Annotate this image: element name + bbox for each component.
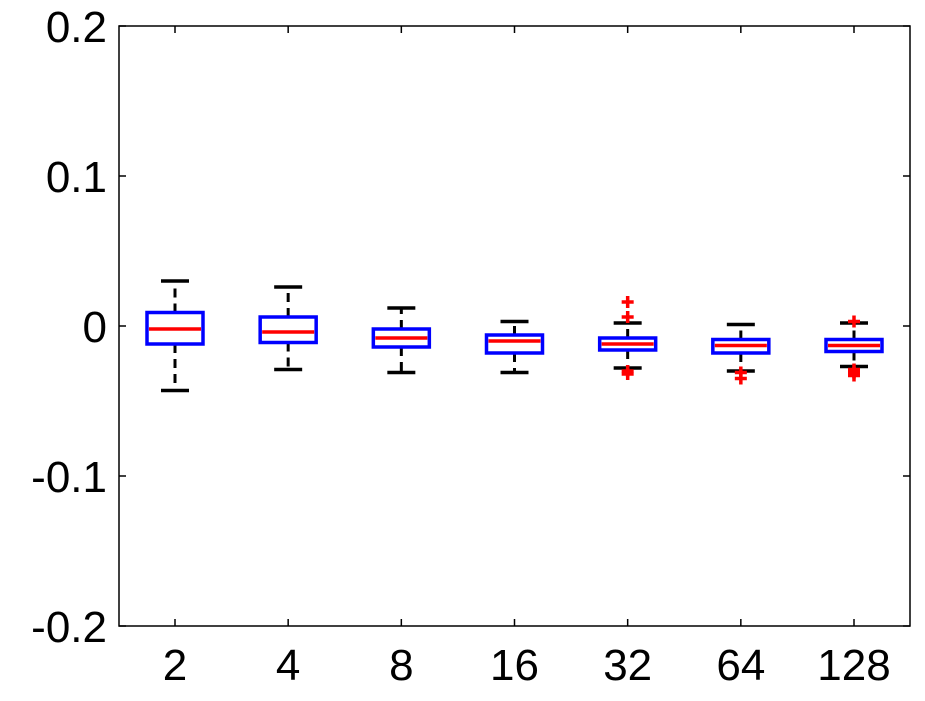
box-body <box>484 333 545 355</box>
x-tick-label: 32 <box>603 641 652 690</box>
box-128 <box>824 315 884 382</box>
y-axis: 0.2 0.1 0 -0.1 -0.2 <box>31 3 910 652</box>
box-series <box>145 279 884 393</box>
box-2 <box>145 279 205 393</box>
outlier-marker <box>621 368 634 380</box>
y-tick-label: 0 <box>83 303 107 352</box>
x-tick-label: 16 <box>490 641 539 690</box>
y-tick-label: -0.2 <box>31 603 107 652</box>
x-tick-label: 2 <box>163 641 187 690</box>
y-tick-label: 0.2 <box>46 3 107 52</box>
box-16 <box>484 319 545 375</box>
box-body <box>258 315 318 345</box>
box-32 <box>597 296 658 380</box>
outlier-marker <box>621 296 634 308</box>
y-tick-label: 0.1 <box>46 153 107 202</box>
box-8 <box>371 306 432 375</box>
outlier-marker <box>848 315 860 328</box>
outlier-marker <box>621 311 634 323</box>
box-4 <box>258 285 318 372</box>
x-tick-label: 128 <box>817 641 890 690</box>
x-tick-label: 4 <box>276 641 300 690</box>
y-tick-label: -0.1 <box>31 453 107 502</box>
outlier-marker <box>734 372 747 385</box>
x-tick-label: 64 <box>716 641 765 690</box>
x-tick-label: 8 <box>389 641 413 690</box>
box-64 <box>711 322 771 385</box>
outlier-marker <box>848 369 860 382</box>
x-axis: 2 4 8 16 32 64 128 <box>163 26 891 690</box>
